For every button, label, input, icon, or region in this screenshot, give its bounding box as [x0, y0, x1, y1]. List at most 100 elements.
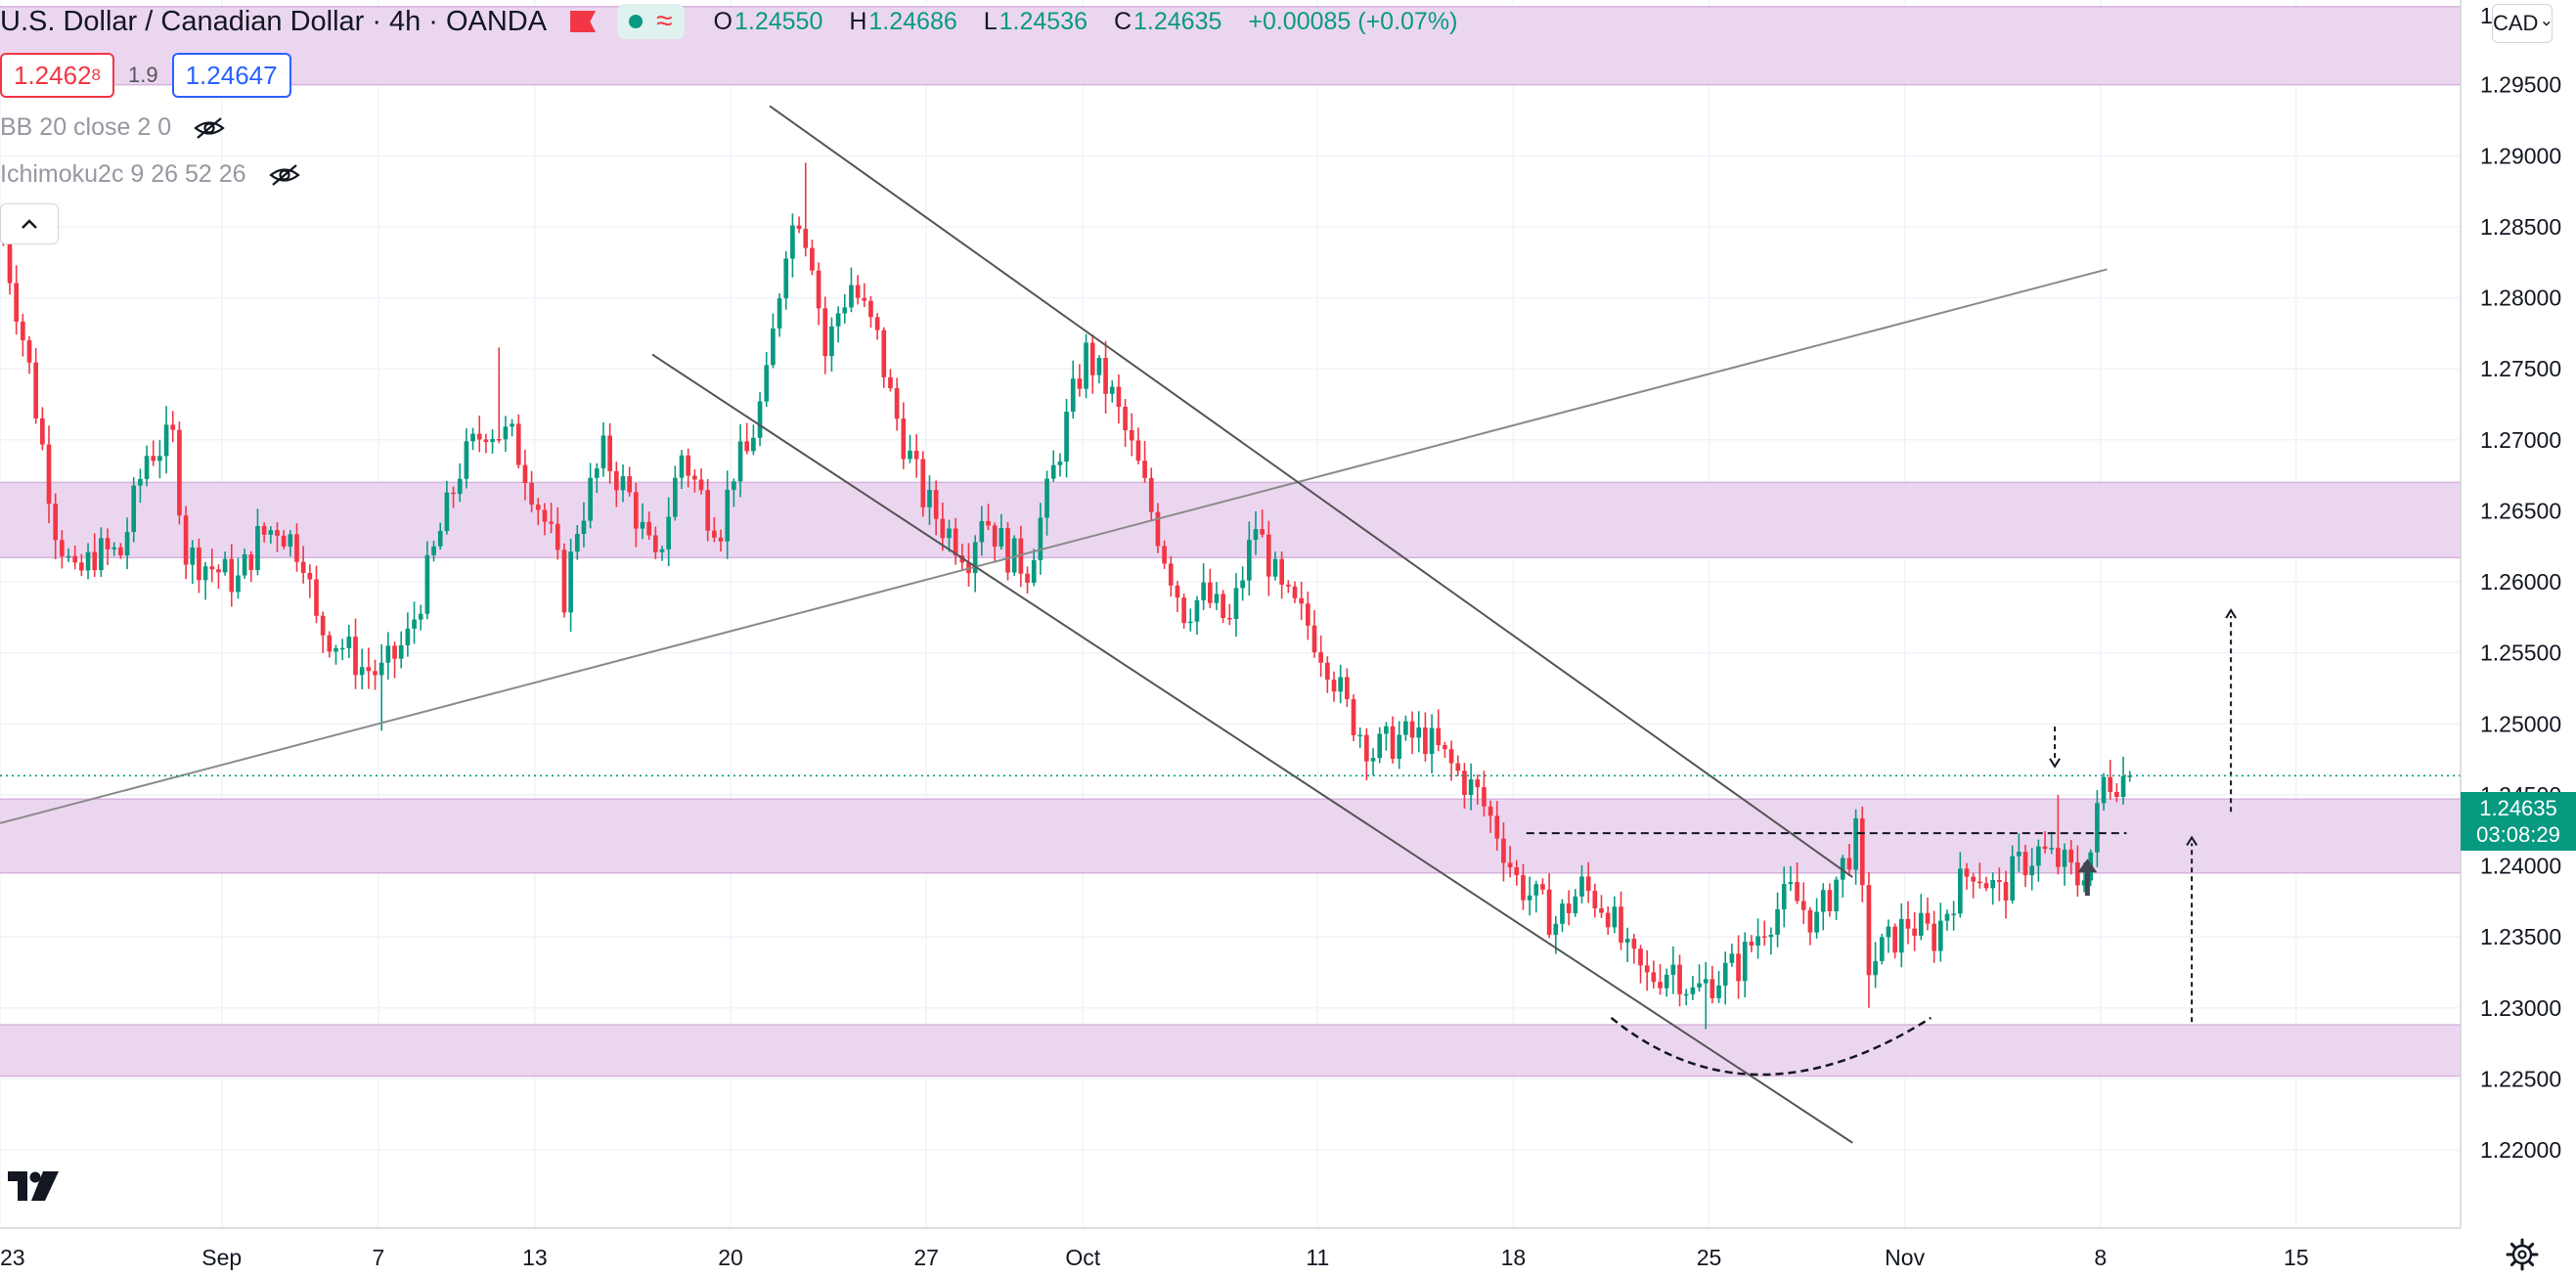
- candle-body: [1135, 440, 1141, 462]
- candle-body: [1703, 979, 1709, 984]
- candle-body: [33, 362, 39, 418]
- candle-body: [1566, 903, 1572, 913]
- candle-body: [1038, 517, 1044, 560]
- candle-body: [1103, 358, 1108, 394]
- market-status-pill[interactable]: ≈: [617, 4, 685, 39]
- candle-body: [1892, 926, 1897, 953]
- flag-icon[interactable]: [570, 11, 597, 32]
- trendline[interactable]: [651, 353, 1853, 1144]
- time-axis-bg: [0, 1228, 2576, 1277]
- candle-body: [1345, 677, 1350, 700]
- candle-body: [1937, 920, 1943, 951]
- time-tick-label: 13: [522, 1245, 548, 1270]
- quote-panel: 1.2462 8 1.9 1.24647: [0, 53, 291, 98]
- candle-body: [144, 456, 150, 479]
- zone-rect: [0, 482, 2461, 558]
- candle-body: [1710, 979, 1715, 998]
- buy-button[interactable]: 1.24647: [171, 53, 291, 98]
- time-tick-label: Nov: [1885, 1245, 1925, 1270]
- candle-body: [1579, 876, 1584, 897]
- candle-body: [1670, 964, 1676, 975]
- candle-body: [2010, 856, 2016, 901]
- candle-body: [464, 441, 469, 479]
- candle-body: [163, 424, 169, 457]
- candle-body: [600, 435, 606, 468]
- candle-body: [378, 662, 384, 676]
- candle-body: [1560, 903, 1565, 924]
- candle-body: [2068, 849, 2074, 863]
- candle-body: [99, 538, 104, 571]
- gear-icon[interactable]: [2506, 1238, 2539, 1271]
- candle-body: [1364, 734, 1369, 762]
- candle-body: [1624, 939, 1630, 943]
- candle-body: [1697, 983, 1702, 988]
- candle-body: [157, 456, 162, 462]
- candle-body: [1050, 464, 1056, 479]
- symbol-name[interactable]: U.S. Dollar / Canadian Dollar: [0, 5, 365, 37]
- candle-body: [385, 645, 391, 663]
- time-tick-label: 25: [1697, 1245, 1722, 1270]
- candle-body: [1025, 573, 1030, 583]
- candle-body: [1070, 378, 1076, 413]
- spread-value: 1.9: [128, 63, 158, 87]
- candle-body: [202, 566, 208, 581]
- collapse-legend-button[interactable]: [0, 203, 59, 244]
- candle-body: [60, 540, 65, 556]
- candle-body: [515, 423, 521, 465]
- candle-body: [418, 613, 423, 620]
- candle-body: [1123, 407, 1128, 430]
- candle-body: [105, 538, 111, 550]
- candle-body: [1912, 928, 1917, 936]
- candle-body: [1540, 884, 1545, 890]
- candle-body: [1253, 529, 1259, 541]
- price-tick-label: 1.28000: [2480, 286, 2561, 311]
- candle-body: [138, 478, 143, 486]
- candle-body: [2049, 848, 2055, 850]
- candle-body: [444, 492, 450, 532]
- candle-body: [1971, 876, 1976, 882]
- interval-label[interactable]: 4h: [389, 5, 422, 37]
- candle-body: [14, 283, 20, 322]
- price-tick-label: 1.25500: [2480, 640, 2561, 666]
- candle-body: [1853, 817, 1858, 870]
- candle-body: [1207, 582, 1213, 603]
- indicator-bb[interactable]: BB 20 close 2 0: [0, 113, 226, 142]
- drawings[interactable]: [0, 105, 2461, 1144]
- candle-body: [392, 645, 397, 659]
- candle-body: [1932, 923, 1936, 951]
- candle-body: [1886, 926, 1891, 938]
- candle-body: [124, 532, 130, 555]
- candle-body: [1925, 912, 1931, 924]
- candle-body: [679, 455, 685, 478]
- candle-body: [1468, 779, 1474, 795]
- candle-body: [1266, 534, 1271, 577]
- candle-body: [320, 615, 326, 636]
- candle-body: [835, 313, 841, 327]
- low-value: 1.24536: [999, 7, 1088, 35]
- candle-body: [822, 308, 828, 357]
- chevron-up-icon: [22, 219, 37, 229]
- indicator-ichimoku[interactable]: Ichimoku2c 9 26 52 26: [0, 160, 301, 189]
- candle-body: [131, 485, 137, 533]
- candle-body: [522, 464, 528, 483]
- candle-body: [972, 542, 978, 574]
- candle-body: [1148, 477, 1154, 512]
- candle-body: [855, 285, 861, 298]
- trendline[interactable]: [769, 105, 1853, 878]
- candle-body: [620, 476, 626, 491]
- candle-body: [1834, 879, 1839, 911]
- candle-body: [561, 550, 567, 613]
- currency-dropdown[interactable]: CAD: [2492, 4, 2553, 43]
- trendline[interactable]: [0, 268, 2108, 824]
- candle-body: [151, 456, 156, 462]
- tradingview-logo[interactable]: [6, 1167, 61, 1205]
- candle-body: [1357, 734, 1363, 737]
- candle-body: [1175, 585, 1180, 598]
- candle-body: [771, 328, 776, 366]
- eye-off-icon[interactable]: [268, 163, 301, 187]
- eye-off-icon[interactable]: [193, 116, 226, 140]
- candle-body: [764, 365, 770, 402]
- sell-button[interactable]: 1.2462 8: [0, 53, 114, 98]
